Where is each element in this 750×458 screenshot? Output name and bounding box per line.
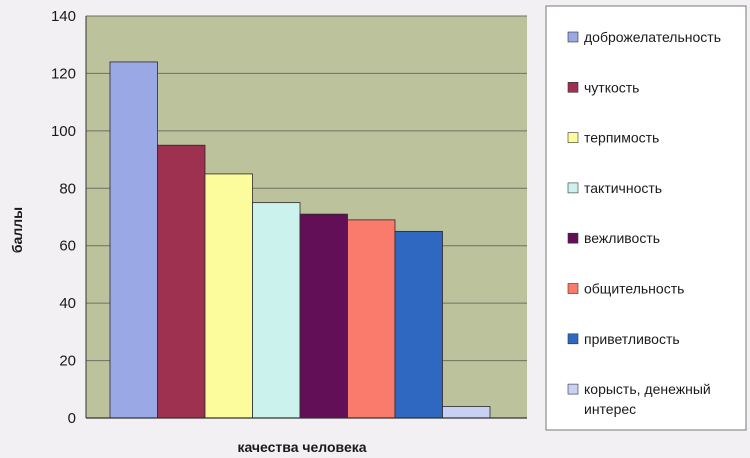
- bars: [109, 61, 491, 419]
- bar: [394, 230, 443, 419]
- legend-label: общительность: [584, 281, 684, 297]
- bar: [157, 144, 206, 419]
- y-tick-label: 0: [68, 410, 76, 427]
- legend-label: вежливость: [584, 230, 660, 246]
- legend-label: чуткость: [584, 79, 639, 95]
- y-tick-label: 60: [59, 238, 76, 255]
- y-tick-labels: 0 20 40 60 80 100 120 140: [51, 8, 76, 427]
- y-tick-label: 20: [59, 353, 76, 370]
- legend-swatch: [567, 182, 579, 194]
- legend-label: интерес: [584, 401, 636, 417]
- legend-swatch: [567, 82, 579, 93]
- legend-swatch: [567, 232, 579, 244]
- y-tick-label: 80: [59, 180, 76, 197]
- legend-swatch: [567, 333, 579, 345]
- legend: доброжелательность чуткость терпимость такт…: [545, 5, 747, 431]
- bar: [299, 213, 348, 419]
- legend-label: терпимость: [584, 130, 659, 146]
- x-axis-title: качества человека: [237, 439, 366, 455]
- bar: [442, 406, 491, 419]
- y-axis-title: баллы: [9, 207, 25, 253]
- legend-box: [545, 5, 747, 431]
- bar: [252, 202, 301, 419]
- bar: [109, 61, 158, 419]
- legend-label: корысть, денежный: [584, 381, 711, 397]
- legend-swatch: [567, 283, 579, 294]
- legend-swatch: [567, 383, 579, 395]
- legend-label: приветливость: [584, 331, 680, 347]
- y-tick-label: 40: [59, 295, 76, 312]
- legend-swatch: [567, 31, 579, 43]
- legend-swatch: [567, 132, 579, 143]
- legend-label: тактичность: [584, 180, 662, 196]
- y-tick-label: 120: [51, 65, 76, 82]
- bar: [347, 219, 396, 419]
- bar: [204, 173, 253, 419]
- legend-label: доброжелательность: [584, 29, 721, 45]
- y-tick-label: 100: [51, 123, 76, 140]
- y-tick-label: 140: [51, 8, 76, 25]
